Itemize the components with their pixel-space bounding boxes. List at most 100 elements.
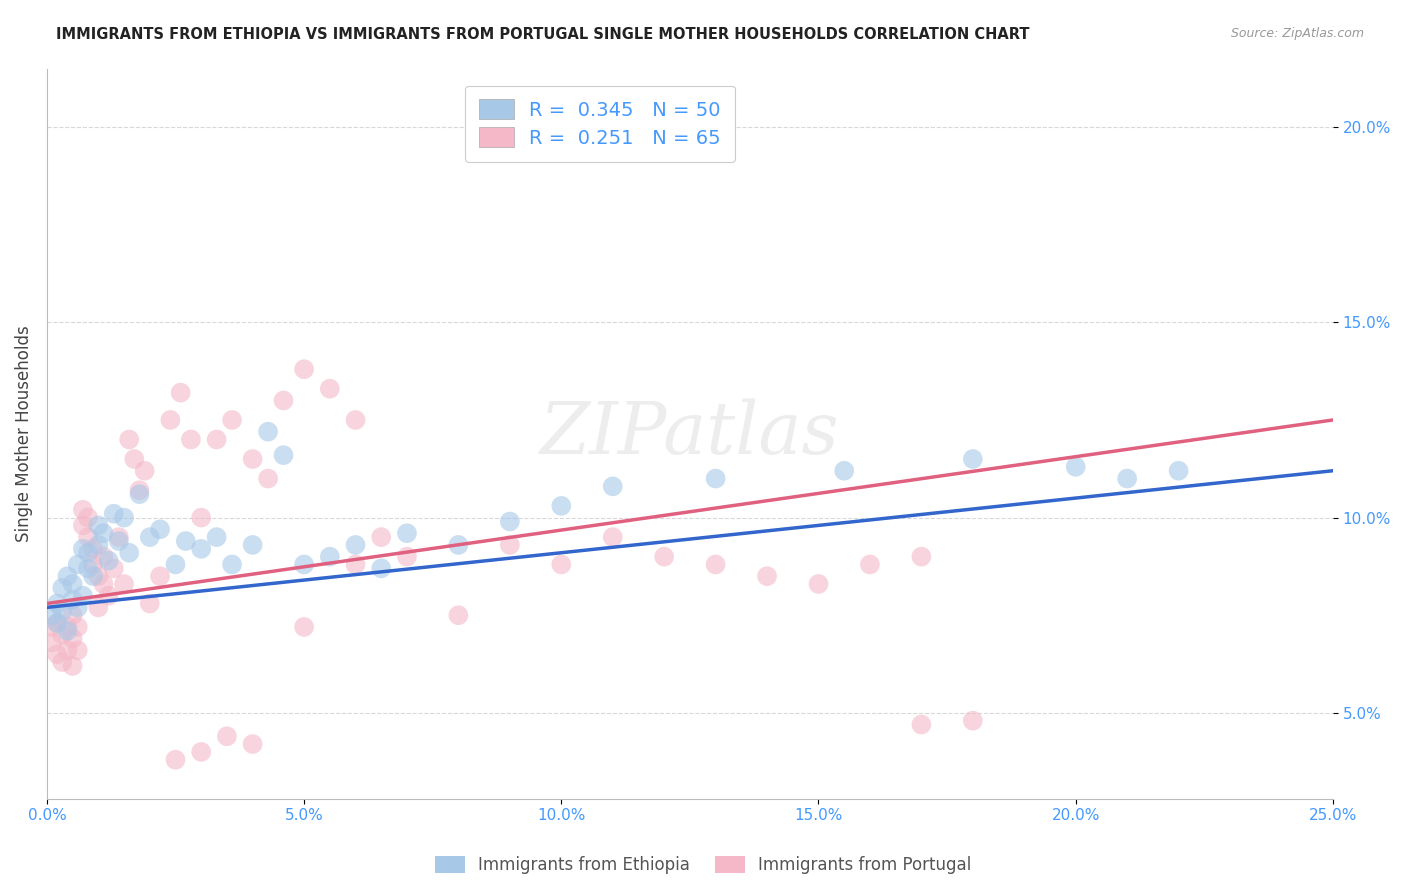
Point bbox=[66, 620, 89, 634]
Point bbox=[652, 549, 675, 564]
Point bbox=[242, 452, 264, 467]
Point bbox=[221, 413, 243, 427]
Legend: R =  0.345   N = 50, R =  0.251   N = 65: R = 0.345 N = 50, R = 0.251 N = 65 bbox=[465, 86, 734, 161]
Point bbox=[149, 522, 172, 536]
Point bbox=[93, 549, 115, 564]
Point bbox=[395, 549, 418, 564]
Point bbox=[1167, 464, 1189, 478]
Point bbox=[174, 534, 197, 549]
Point bbox=[756, 569, 779, 583]
Point bbox=[87, 518, 110, 533]
Point bbox=[82, 569, 104, 583]
Point bbox=[962, 452, 984, 467]
Point bbox=[62, 608, 84, 623]
Point bbox=[344, 558, 367, 572]
Point bbox=[103, 561, 125, 575]
Point bbox=[72, 518, 94, 533]
Point bbox=[139, 597, 162, 611]
Point bbox=[190, 541, 212, 556]
Point bbox=[134, 464, 156, 478]
Point bbox=[77, 561, 100, 575]
Point bbox=[242, 737, 264, 751]
Point bbox=[910, 549, 932, 564]
Point bbox=[1116, 471, 1139, 485]
Point bbox=[66, 643, 89, 657]
Point bbox=[273, 393, 295, 408]
Point bbox=[46, 615, 69, 630]
Y-axis label: Single Mother Households: Single Mother Households bbox=[15, 326, 32, 542]
Point bbox=[72, 541, 94, 556]
Point bbox=[56, 620, 79, 634]
Point bbox=[1064, 459, 1087, 474]
Point bbox=[447, 608, 470, 623]
Point bbox=[704, 558, 727, 572]
Point bbox=[87, 600, 110, 615]
Point bbox=[169, 385, 191, 400]
Point bbox=[832, 464, 855, 478]
Point bbox=[273, 448, 295, 462]
Point bbox=[499, 515, 522, 529]
Point bbox=[77, 510, 100, 524]
Point bbox=[499, 538, 522, 552]
Point bbox=[180, 433, 202, 447]
Point bbox=[112, 510, 135, 524]
Point bbox=[77, 530, 100, 544]
Point bbox=[344, 538, 367, 552]
Point bbox=[51, 628, 73, 642]
Point bbox=[41, 620, 63, 634]
Point bbox=[190, 745, 212, 759]
Point bbox=[56, 569, 79, 583]
Point bbox=[112, 577, 135, 591]
Point bbox=[319, 382, 342, 396]
Point bbox=[62, 632, 84, 646]
Point bbox=[97, 589, 120, 603]
Point bbox=[46, 647, 69, 661]
Point bbox=[124, 452, 146, 467]
Point bbox=[910, 717, 932, 731]
Point bbox=[41, 635, 63, 649]
Point bbox=[165, 558, 187, 572]
Point bbox=[118, 546, 141, 560]
Point bbox=[77, 546, 100, 560]
Point bbox=[46, 615, 69, 630]
Point bbox=[242, 538, 264, 552]
Point bbox=[108, 534, 131, 549]
Point bbox=[395, 526, 418, 541]
Point bbox=[56, 643, 79, 657]
Point bbox=[205, 530, 228, 544]
Point bbox=[221, 558, 243, 572]
Point bbox=[159, 413, 181, 427]
Point bbox=[51, 581, 73, 595]
Point bbox=[62, 577, 84, 591]
Point bbox=[344, 413, 367, 427]
Point bbox=[190, 510, 212, 524]
Legend: Immigrants from Ethiopia, Immigrants from Portugal: Immigrants from Ethiopia, Immigrants fro… bbox=[434, 856, 972, 874]
Point bbox=[41, 608, 63, 623]
Point bbox=[139, 530, 162, 544]
Point bbox=[205, 433, 228, 447]
Point bbox=[602, 530, 624, 544]
Point bbox=[859, 558, 882, 572]
Point bbox=[46, 597, 69, 611]
Point bbox=[602, 479, 624, 493]
Point bbox=[807, 577, 830, 591]
Point bbox=[215, 729, 238, 743]
Point bbox=[93, 526, 115, 541]
Point bbox=[56, 624, 79, 638]
Point bbox=[257, 425, 280, 439]
Point bbox=[257, 471, 280, 485]
Point bbox=[97, 553, 120, 567]
Point bbox=[292, 558, 315, 572]
Point bbox=[93, 577, 115, 591]
Point bbox=[87, 538, 110, 552]
Point bbox=[103, 507, 125, 521]
Point bbox=[51, 604, 73, 618]
Point bbox=[447, 538, 470, 552]
Point bbox=[66, 600, 89, 615]
Point bbox=[704, 471, 727, 485]
Point bbox=[292, 362, 315, 376]
Point bbox=[370, 530, 392, 544]
Point bbox=[128, 487, 150, 501]
Point bbox=[149, 569, 172, 583]
Point bbox=[72, 503, 94, 517]
